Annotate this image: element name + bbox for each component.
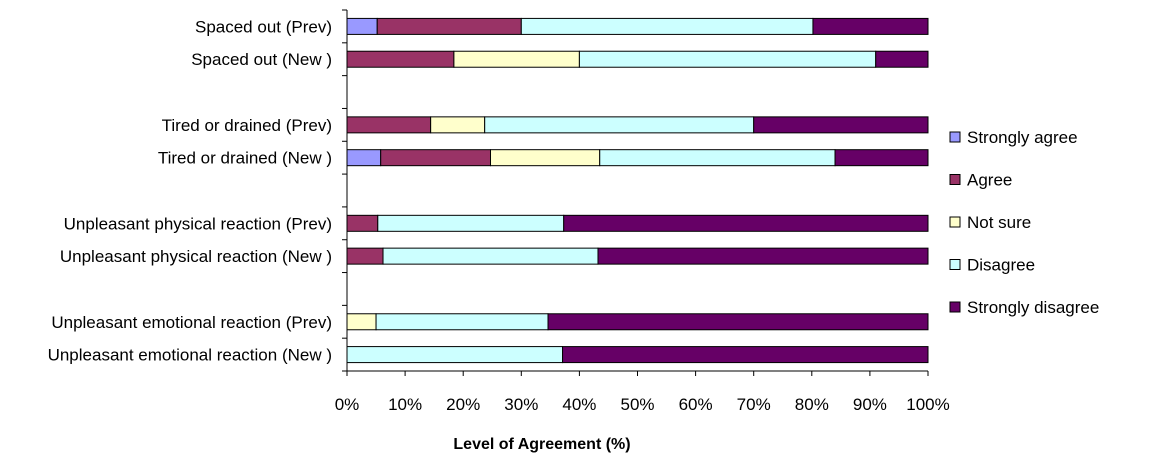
x-tick-label: 10% bbox=[388, 395, 422, 414]
bar-segment-not-sure bbox=[430, 116, 486, 134]
category-label: Unpleasant emotional reaction (Prev) bbox=[51, 313, 332, 332]
bar-segment-strongly-agree bbox=[346, 17, 378, 35]
legend-swatch-disagree bbox=[949, 259, 961, 270]
bar-segment-disagree bbox=[578, 50, 877, 68]
x-tick-label: 100% bbox=[906, 395, 949, 414]
x-tick-label: 90% bbox=[853, 395, 887, 414]
x-tick-labels: 0% 10% 20% 30% 40% 50% 60% 70% 80% 90% 100% bbox=[335, 395, 950, 414]
x-tick-label: 70% bbox=[737, 395, 771, 414]
bar-segment-not-sure bbox=[453, 50, 580, 68]
legend-swatch-strongly-disagree bbox=[949, 301, 961, 313]
x-tick-label: 0% bbox=[335, 395, 360, 414]
legend-label: Strongly disagree bbox=[967, 298, 1099, 317]
category-label: Spaced out (New ) bbox=[191, 50, 332, 69]
bar-segment-strongly-disagree bbox=[812, 17, 929, 35]
category-label: Unpleasant emotional reaction (New ) bbox=[48, 346, 332, 365]
bar-segment-disagree bbox=[346, 346, 564, 364]
bar-segment-strongly-disagree bbox=[875, 50, 929, 68]
bar-segment-disagree bbox=[382, 247, 599, 265]
bar-segment-not-sure bbox=[346, 313, 377, 331]
category-label: Unpleasant physical reaction (New ) bbox=[60, 247, 332, 266]
bar-segment-strongly-disagree bbox=[597, 247, 929, 265]
bar-segment-agree bbox=[346, 50, 455, 68]
bar-segment-strongly-disagree bbox=[753, 116, 929, 134]
x-tick-label: 50% bbox=[620, 395, 654, 414]
bar-segment-agree bbox=[346, 116, 432, 134]
axes-layer bbox=[342, 9, 929, 376]
legend-label: Not sure bbox=[967, 213, 1031, 232]
x-tick-label: 30% bbox=[504, 395, 538, 414]
bar-segment-agree bbox=[380, 149, 492, 167]
bar-segment-strongly-disagree bbox=[563, 214, 929, 232]
bar-segment-agree bbox=[346, 247, 384, 265]
x-axis-title: Level of Agreement (%) bbox=[453, 436, 630, 453]
category-label: Unpleasant physical reaction (Prev) bbox=[64, 214, 332, 233]
bar-segment-strongly-agree bbox=[346, 149, 382, 167]
bar-segment-agree bbox=[376, 17, 522, 35]
bar-segment-disagree bbox=[377, 214, 565, 232]
legend-label: Agree bbox=[967, 171, 1012, 190]
legend-label: Disagree bbox=[967, 256, 1035, 275]
bar-segment-strongly-disagree bbox=[834, 149, 929, 167]
x-tick-label: 80% bbox=[795, 395, 829, 414]
bar-segment-disagree bbox=[484, 116, 755, 134]
bar-segment-not-sure bbox=[490, 149, 601, 167]
x-tick-label: 20% bbox=[446, 395, 480, 414]
category-labels: Spaced out (Prev) Spaced out (New ) Tired … bbox=[48, 17, 332, 364]
bar-segment-disagree bbox=[520, 17, 814, 35]
category-label: Spaced out (Prev) bbox=[195, 17, 332, 36]
bar-segment-disagree bbox=[599, 149, 836, 167]
legend-swatch-agree bbox=[949, 174, 961, 185]
legend-label: Strongly agree bbox=[967, 128, 1078, 147]
bar-segment-strongly-disagree bbox=[547, 313, 929, 331]
legend-swatch-strongly-agree bbox=[949, 131, 961, 143]
x-tick-label: 60% bbox=[679, 395, 713, 414]
bar-segment-strongly-disagree bbox=[562, 346, 929, 364]
bar-segment-disagree bbox=[375, 313, 549, 331]
bars-layer bbox=[346, 17, 929, 364]
x-tick-label: 40% bbox=[562, 395, 596, 414]
legend-swatch-not-sure bbox=[949, 216, 961, 228]
legend: Strongly agree Agree Not sure Disagree Stron… bbox=[949, 128, 1099, 317]
category-label: Tired or drained (Prev) bbox=[162, 116, 332, 135]
category-label: Tired or drained (New ) bbox=[158, 149, 332, 168]
bar-segment-agree bbox=[346, 214, 379, 232]
